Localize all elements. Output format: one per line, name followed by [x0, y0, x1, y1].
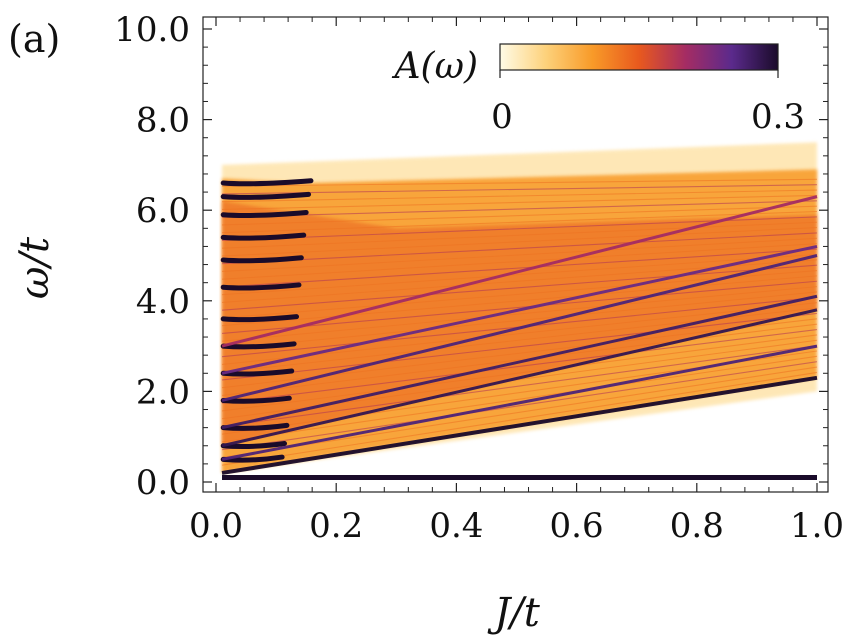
spectral-band [221, 344, 818, 461]
continuum-line [221, 345, 818, 427]
heatmap-layer [220, 142, 818, 480]
continuum-line [221, 210, 818, 234]
continuum-line [222, 178, 818, 187]
continuum-line [221, 227, 818, 257]
discrete-level [220, 282, 302, 291]
spectral-band [221, 308, 818, 448]
plot-frame [202, 16, 829, 493]
continuum-line [221, 355, 818, 443]
continuum-line [221, 275, 818, 327]
continuum-line [221, 221, 818, 249]
discrete-level [220, 368, 295, 377]
continuum-line [221, 205, 818, 226]
colorbar-gradient [499, 43, 779, 71]
y-tick-label: 8.0 [136, 101, 190, 141]
x-tick-label: 1.0 [790, 506, 844, 546]
continuum-line [221, 328, 818, 404]
x-tick-label: 0.0 [189, 506, 243, 546]
discrete-level [220, 232, 307, 241]
x-tick-label: 0.2 [309, 506, 363, 546]
x-axis-label: J/t [487, 590, 541, 636]
panel-label: (a) [8, 17, 60, 61]
continuum-line [221, 323, 818, 396]
x-tick-label: 0.8 [670, 506, 724, 546]
discrete-level [220, 422, 290, 431]
colorbar-min-label: 0 [491, 97, 513, 137]
discrete-level [220, 255, 304, 264]
discrete-level [220, 440, 288, 450]
continuum-line [221, 312, 818, 381]
continuum-line [221, 248, 818, 288]
continuum-line [221, 302, 818, 366]
spectral-band [221, 254, 818, 402]
discrete-level [220, 395, 292, 404]
discrete-level [220, 178, 314, 187]
continuum-line [222, 184, 818, 195]
colorbar-max-label: 0.3 [751, 97, 805, 137]
y-tick-label: 6.0 [136, 191, 190, 231]
y-axis-label: ω/t [12, 236, 58, 299]
y-tick-label: 4.0 [136, 282, 190, 322]
continuum-line [221, 286, 818, 342]
continuum-line [221, 334, 818, 412]
y-tick-label: 10.0 [114, 10, 190, 50]
colorbar-label: A(ω) [392, 46, 478, 87]
discrete-level [220, 191, 312, 200]
continuum-line [221, 189, 818, 203]
x-tick-label: 0.4 [429, 506, 483, 546]
spectral-band [221, 294, 818, 430]
continuum-line [221, 291, 818, 350]
continuum-line [221, 243, 818, 280]
x-tick-label: 0.6 [550, 506, 604, 546]
spectral-band [221, 244, 818, 375]
continuum-line [221, 237, 818, 273]
continuum-line [221, 194, 818, 211]
continuum-line [221, 264, 818, 311]
continuum-line [221, 371, 818, 466]
continuum-line [221, 280, 818, 335]
discrete-level [220, 209, 309, 218]
y-tick-label: 0.0 [136, 463, 190, 503]
discrete-level [220, 341, 297, 350]
continuum-line [221, 232, 818, 265]
colorbar: A(ω) 0 0.3 [392, 43, 805, 137]
discrete-level [220, 314, 300, 323]
y-tick-label: 2.0 [136, 372, 190, 412]
spectral-band [221, 375, 818, 475]
continuum-line [221, 361, 818, 451]
spectral-band [221, 195, 818, 348]
axis-ticks: 0.0 0.2 0.4 0.6 0.8 1.0 0.0 2.0 4.0 6.0 8.0 10.0 [114, 10, 844, 546]
continuum-line [221, 366, 818, 458]
continuum-line [221, 200, 818, 218]
continuum-line [221, 253, 818, 296]
